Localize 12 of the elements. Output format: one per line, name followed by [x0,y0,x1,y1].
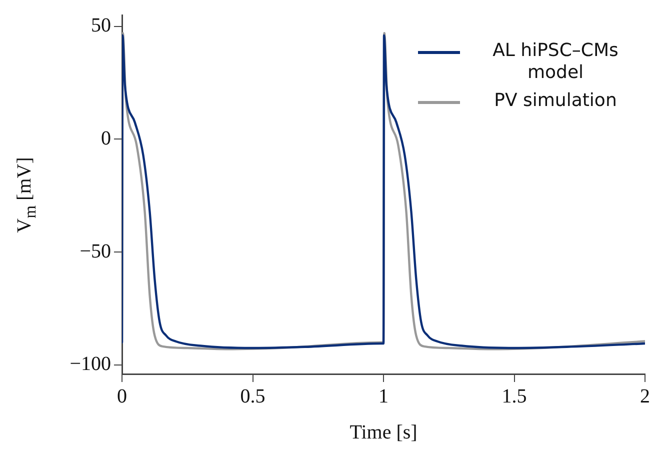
x-tick-label: 1 [378,385,388,408]
y-tick-label: −100 [70,353,111,376]
x-tick-label: 0.5 [240,385,266,408]
x-tick-label: 0 [117,385,127,408]
x-axis-title: Time [s] [350,421,418,444]
y-tick-label: 0 [101,127,111,150]
x-tick-label: 1.5 [502,385,527,408]
legend-label: AL hiPSC–CMs model [492,40,620,84]
x-tick-label: 2 [640,385,650,408]
y-tick-label: 50 [91,14,111,37]
y-tick-label: −50 [80,240,111,262]
legend-label: PV simulation [493,90,618,112]
